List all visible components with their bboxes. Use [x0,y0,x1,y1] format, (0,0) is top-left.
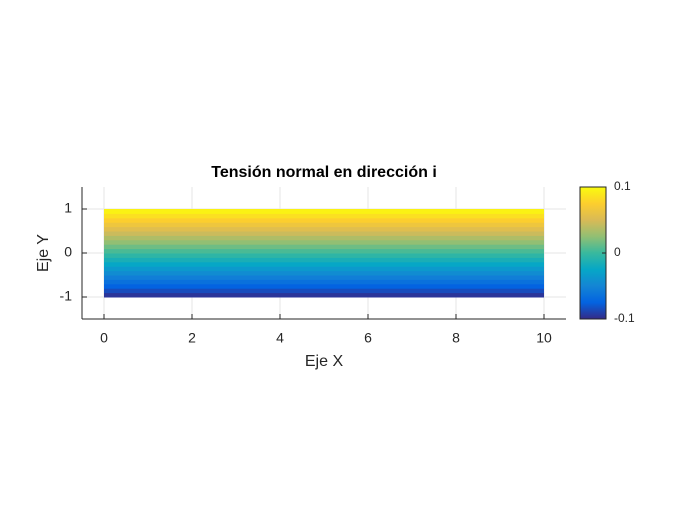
stress-band [104,253,544,258]
y-tick-label: -1 [60,288,73,304]
colorbar-tick-label: 0 [614,245,621,259]
stress-band [104,235,544,241]
stress-band [104,275,544,280]
y-tick-label: 0 [64,244,72,260]
stress-band [104,292,544,298]
chart-title: Tensión normal en dirección i [211,164,437,181]
stress-band [104,248,544,254]
x-tick-label: 6 [364,330,372,346]
y-axis-label: Eje Y [35,234,52,272]
stress-band [104,288,544,294]
stress-band [104,283,544,289]
x-tick-label: 4 [276,330,284,346]
stress-band [104,244,544,250]
x-tick-label: 8 [452,330,460,346]
stress-band [104,279,544,285]
x-tick-label: 10 [536,330,552,346]
colorbar-tick-label: -0.1 [614,311,635,325]
stress-band [104,261,544,267]
stress-band [104,266,544,272]
stress-band [104,257,544,263]
colorbar [579,186,607,320]
stress-band [104,239,544,245]
colorbar-tick-label: 0.1 [614,179,631,193]
stress-band [104,226,544,232]
stress-band [104,222,544,228]
x-tick-label: 2 [188,330,196,346]
stress-band [104,209,544,214]
stress-band [104,270,544,276]
stress-band [104,231,544,236]
x-axis-label: Eje X [305,353,344,370]
x-tick-label: 0 [100,330,108,346]
stress-band [104,213,544,219]
y-tick-label: 1 [64,200,72,216]
stress-band [104,217,544,223]
